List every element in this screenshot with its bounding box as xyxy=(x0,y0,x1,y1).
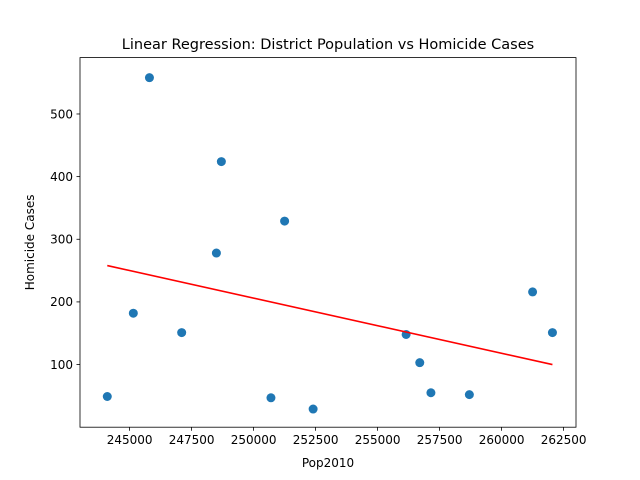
scatter-point xyxy=(211,248,221,258)
y-tick-label: 100 xyxy=(50,358,73,372)
scatter-point xyxy=(128,308,138,318)
y-tick-label: 300 xyxy=(50,233,73,247)
chart-title: Linear Regression: District Population v… xyxy=(122,37,534,53)
x-tick-label: 257500 xyxy=(417,433,463,447)
scatter-point xyxy=(308,404,318,414)
scatter-point xyxy=(144,73,154,83)
scatter-point xyxy=(528,287,538,297)
scatter-point xyxy=(547,328,557,338)
x-tick-label: 247500 xyxy=(169,433,215,447)
y-tick-label: 200 xyxy=(50,295,73,309)
x-tick-label: 252500 xyxy=(293,433,339,447)
x-axis: 245000 247500 250000 252500 255000 257500 2600… xyxy=(107,427,587,447)
regression-line xyxy=(107,264,553,366)
x-axis-label: Pop2010 xyxy=(302,456,354,470)
y-tick-label: 500 xyxy=(50,107,73,121)
x-tick-label: 260000 xyxy=(479,433,525,447)
x-tick-label: 250000 xyxy=(231,433,277,447)
scatter-point xyxy=(216,157,226,167)
x-tick-label: 262500 xyxy=(541,433,587,447)
scatter-point xyxy=(426,388,436,398)
x-tick-label: 255000 xyxy=(355,433,401,447)
y-tick-label: 400 xyxy=(50,170,73,184)
x-tick-label: 245000 xyxy=(107,433,153,447)
scatter-point xyxy=(102,392,112,402)
y-axis-label: Homicide Cases xyxy=(23,195,37,291)
scatter-point xyxy=(177,328,187,338)
scatter-point xyxy=(280,216,290,226)
plot-frame xyxy=(79,57,577,428)
y-axis: 100 200 300 400 500 xyxy=(50,107,80,372)
scatter-point xyxy=(266,393,276,403)
plot-content xyxy=(102,73,557,414)
scatter-point xyxy=(464,390,474,400)
scatter-point xyxy=(415,358,425,368)
